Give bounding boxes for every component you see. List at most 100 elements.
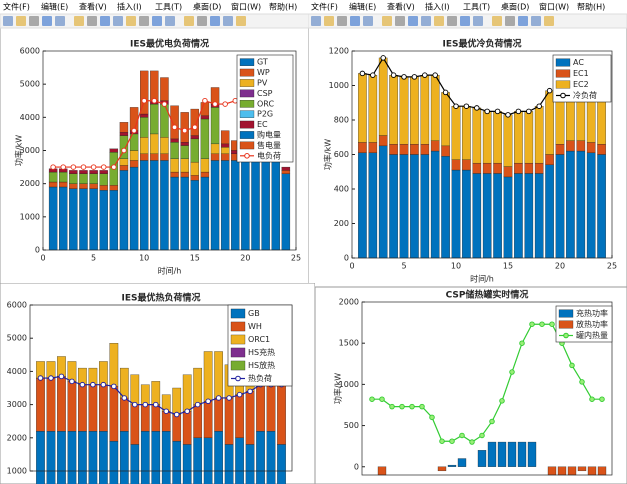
menu-item[interactable]: 插入(I) <box>425 2 450 12</box>
bar-segment <box>410 143 419 155</box>
toolbar-button[interactable] <box>210 16 220 26</box>
toolbar-button[interactable] <box>184 16 194 26</box>
bar-segment <box>170 158 179 173</box>
toolbar-button[interactable] <box>447 16 457 26</box>
toolbar-button[interactable] <box>395 16 405 26</box>
toolbar-button[interactable] <box>126 16 136 26</box>
toolbar-button[interactable] <box>337 16 347 26</box>
bar-segment <box>368 142 378 153</box>
bar-segment <box>482 162 492 174</box>
line-marker <box>494 108 501 115</box>
bar-segment <box>482 173 492 259</box>
toolbar-button[interactable] <box>408 16 418 26</box>
bar-segment <box>119 397 129 432</box>
toolbar-button[interactable] <box>42 16 52 26</box>
menu-item[interactable]: 编辑(E) <box>41 2 68 12</box>
line-marker <box>442 89 449 96</box>
legend-marker <box>244 153 250 159</box>
bar-segment <box>78 384 87 432</box>
toolbar-button[interactable] <box>382 16 392 26</box>
y-tick-label: 1500 <box>339 339 359 348</box>
menu-item[interactable]: 文件(F) <box>3 2 30 12</box>
legend-swatch <box>230 347 246 358</box>
bar-segment <box>170 176 179 251</box>
line-marker <box>247 388 253 395</box>
toolbar-button[interactable] <box>544 16 554 26</box>
bar-segment <box>410 154 419 259</box>
menu-item[interactable]: 查看(V) <box>79 2 107 12</box>
legend-swatch <box>239 120 255 129</box>
bar-segment <box>220 143 230 148</box>
toolbar-button[interactable] <box>139 16 149 26</box>
toolbar-button[interactable] <box>311 16 321 26</box>
bar-segment <box>203 437 213 484</box>
toolbar-button[interactable] <box>74 16 84 26</box>
bar-segment <box>119 158 129 166</box>
toolbar-button[interactable] <box>3 16 13 26</box>
bar-segment <box>266 431 276 484</box>
menu-item[interactable]: 工具(T) <box>155 3 182 12</box>
bar-segment <box>140 160 149 251</box>
menu-item[interactable]: 编辑(E) <box>349 2 376 12</box>
toolbar-button[interactable] <box>236 16 246 26</box>
bar-segment <box>245 444 255 484</box>
toolbar-button[interactable] <box>363 16 373 26</box>
toolbar-button[interactable] <box>223 16 233 26</box>
bar-segment <box>151 404 161 432</box>
bar-segment <box>190 180 199 251</box>
toolbar-button[interactable] <box>16 16 26 26</box>
bar-segment <box>214 397 223 432</box>
toolbar-button[interactable] <box>460 16 470 26</box>
toolbar-button[interactable] <box>165 16 175 26</box>
bar-segment <box>597 466 607 476</box>
menu-item[interactable]: 桌面(D) <box>501 2 529 12</box>
toolbar-button[interactable] <box>29 16 39 26</box>
bar-segment <box>69 170 78 174</box>
toolbar-button[interactable] <box>531 16 541 26</box>
line-marker <box>439 438 445 444</box>
toolbar-button[interactable] <box>473 16 483 26</box>
bar-segment <box>389 143 398 155</box>
legend-label: EC1 <box>573 69 589 78</box>
menu-item[interactable]: 帮助(H) <box>269 2 297 12</box>
bar-segment <box>190 135 199 140</box>
bar-segment <box>129 160 139 168</box>
toolbar-button[interactable] <box>55 16 65 26</box>
legend-marker <box>563 332 569 339</box>
toolbar-button[interactable] <box>421 16 431 26</box>
toolbar-button[interactable] <box>350 16 360 26</box>
menu-item[interactable]: 窗口(W) <box>231 2 261 12</box>
legend-label: ORC <box>257 99 274 108</box>
toolbar-button[interactable] <box>197 16 207 26</box>
y-tick-label: 1000 <box>20 212 40 221</box>
toolbar-button[interactable] <box>152 16 162 26</box>
toolbar-button[interactable] <box>324 16 334 26</box>
menu-item[interactable]: 插入(I) <box>117 2 142 12</box>
menu-item[interactable]: 窗口(W) <box>539 2 569 12</box>
legend-label: 冷负荷 <box>573 90 597 100</box>
toolbar-button[interactable] <box>113 16 123 26</box>
bar-segment <box>36 431 45 484</box>
legend-label: AC <box>573 58 584 67</box>
bar-segment <box>420 154 430 259</box>
bar-segment <box>161 411 171 432</box>
toolbar-button[interactable] <box>505 16 515 26</box>
menu-item[interactable]: 文件(F) <box>311 2 338 12</box>
menu-item[interactable]: 查看(V) <box>387 2 415 12</box>
bar-segment <box>140 404 150 432</box>
bar-segment <box>48 181 58 188</box>
toolbar-button[interactable] <box>492 16 502 26</box>
toolbar-button[interactable] <box>518 16 528 26</box>
bar-segment <box>46 377 56 432</box>
toolbar-button[interactable] <box>100 16 110 26</box>
menu-item[interactable]: 帮助(H) <box>577 2 605 12</box>
line-marker <box>79 381 86 388</box>
toolbar-button[interactable] <box>434 16 444 26</box>
legend-swatch <box>239 58 255 66</box>
line-marker <box>546 87 553 94</box>
toolbar-button[interactable] <box>87 16 97 26</box>
menu-item[interactable]: 工具(T) <box>463 3 490 12</box>
bar-segment <box>67 381 77 432</box>
x-axis-label: 时间/h <box>158 266 182 276</box>
menu-item[interactable]: 桌面(D) <box>193 2 221 12</box>
